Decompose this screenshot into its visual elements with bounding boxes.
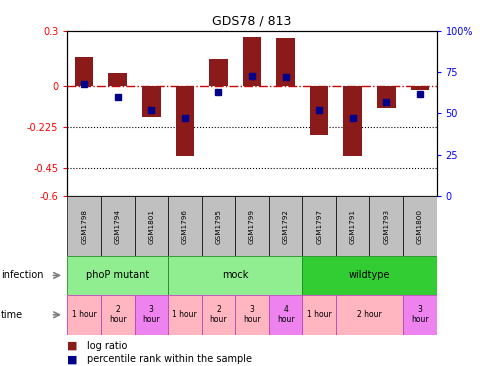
Text: GSM1797: GSM1797: [316, 209, 322, 243]
Bar: [135, 295, 168, 335]
Text: 1 hour: 1 hour: [173, 310, 197, 319]
Text: GSM1794: GSM1794: [115, 209, 121, 243]
Bar: [176, 86, 194, 156]
Text: time: time: [1, 310, 23, 320]
Bar: [276, 38, 295, 86]
Bar: [135, 196, 168, 256]
Text: 3
hour: 3 hour: [411, 305, 429, 325]
Bar: [101, 196, 135, 256]
Bar: [269, 196, 302, 256]
Bar: [101, 295, 135, 335]
Text: 2 hour: 2 hour: [357, 310, 382, 319]
Text: GSM1800: GSM1800: [417, 209, 423, 243]
Bar: [302, 295, 336, 335]
Text: 1 hour: 1 hour: [307, 310, 331, 319]
Bar: [75, 57, 93, 86]
Text: GSM1791: GSM1791: [350, 209, 356, 243]
Text: 3
hour: 3 hour: [143, 305, 160, 325]
Bar: [108, 73, 127, 86]
Bar: [168, 196, 202, 256]
Bar: [336, 196, 369, 256]
Text: GSM1792: GSM1792: [282, 209, 288, 243]
Text: GSM1801: GSM1801: [148, 209, 154, 243]
Bar: [411, 86, 429, 90]
Bar: [377, 86, 396, 108]
Bar: [235, 295, 269, 335]
Text: 2
hour: 2 hour: [210, 305, 227, 325]
Bar: [302, 256, 437, 295]
Text: GSM1796: GSM1796: [182, 209, 188, 243]
Bar: [310, 86, 328, 135]
Text: ■: ■: [67, 341, 78, 351]
Bar: [67, 295, 101, 335]
Bar: [67, 256, 168, 295]
Bar: [343, 86, 362, 156]
Text: GSM1795: GSM1795: [216, 209, 222, 243]
Bar: [202, 295, 235, 335]
Text: 1 hour: 1 hour: [72, 310, 96, 319]
Text: 3
hour: 3 hour: [243, 305, 261, 325]
Bar: [269, 295, 302, 335]
Text: infection: infection: [1, 270, 43, 280]
Bar: [403, 196, 437, 256]
Bar: [302, 196, 336, 256]
Text: GSM1798: GSM1798: [81, 209, 87, 243]
Bar: [168, 256, 302, 295]
Text: GDS78 / 813: GDS78 / 813: [212, 15, 292, 28]
Text: GSM1793: GSM1793: [383, 209, 389, 243]
Text: 4
hour: 4 hour: [277, 305, 294, 325]
Bar: [243, 37, 261, 86]
Bar: [235, 196, 269, 256]
Text: percentile rank within the sample: percentile rank within the sample: [87, 354, 252, 365]
Text: ■: ■: [67, 354, 78, 365]
Bar: [403, 295, 437, 335]
Text: GSM1799: GSM1799: [249, 209, 255, 243]
Bar: [336, 295, 403, 335]
Text: mock: mock: [222, 270, 249, 280]
Bar: [369, 196, 403, 256]
Bar: [142, 86, 161, 117]
Bar: [67, 196, 101, 256]
Text: phoP mutant: phoP mutant: [86, 270, 149, 280]
Text: 2
hour: 2 hour: [109, 305, 127, 325]
Bar: [168, 295, 202, 335]
Bar: [209, 59, 228, 86]
Text: log ratio: log ratio: [87, 341, 128, 351]
Bar: [202, 196, 235, 256]
Text: wildtype: wildtype: [349, 270, 390, 280]
